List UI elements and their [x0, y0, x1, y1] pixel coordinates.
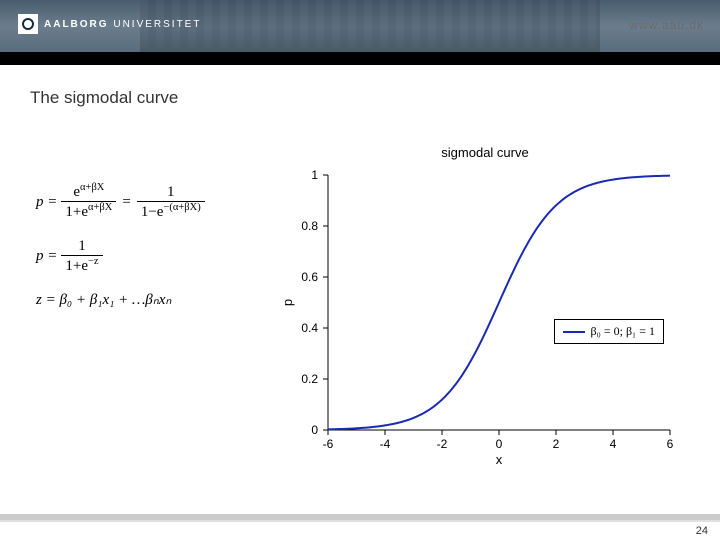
formula-block: p = eα+βX 1+eα+βX = 1 1−e−(α+βX) p = 1 1…: [36, 182, 205, 325]
page-number: 24: [696, 525, 708, 537]
logo-icon: [18, 14, 38, 34]
svg-text:0: 0: [311, 423, 318, 437]
svg-text:0.6: 0.6: [301, 270, 318, 284]
equation-2: p = 1 1+e−z: [36, 237, 205, 275]
svg-text:4: 4: [610, 437, 617, 451]
svg-text:2: 2: [553, 437, 560, 451]
slide-header: AALBORG UNIVERSITET www.aau.dk: [0, 0, 720, 65]
sigmoid-chart: sigmodal curve -6 -4 -2 0 2 4 6 0 0.2 0.4 0.6 0.8 1 x…: [280, 145, 690, 470]
svg-text:0.2: 0.2: [301, 372, 318, 386]
svg-text:0: 0: [496, 437, 503, 451]
logo-text: AALBORG UNIVERSITET: [44, 19, 201, 30]
svg-text:p: p: [280, 299, 295, 306]
chart-title: sigmodal curve: [441, 145, 528, 160]
chart-svg: -6 -4 -2 0 2 4 6 0 0.2 0.4 0.6 0.8 1 x p: [280, 165, 690, 470]
slide-title: The sigmodal curve: [30, 88, 178, 108]
legend-label: β₀ = 0; β₁ = 1: [591, 324, 655, 339]
svg-text:-6: -6: [323, 437, 334, 451]
header-divider: [0, 52, 720, 65]
header-url: www.aau.dk: [629, 18, 704, 32]
header-bg: AALBORG UNIVERSITET www.aau.dk: [0, 0, 720, 52]
svg-text:0.4: 0.4: [301, 321, 318, 335]
slide-footer: 24: [0, 520, 720, 540]
svg-text:6: 6: [667, 437, 674, 451]
svg-text:x: x: [496, 452, 503, 467]
equation-1: p = eα+βX 1+eα+βX = 1 1−e−(α+βX): [36, 182, 205, 221]
equation-3: z = β₀ + β₁x₁ + …βₙxₙ: [36, 291, 205, 309]
legend-swatch: [563, 331, 585, 333]
building-image: [140, 0, 600, 52]
svg-text:1: 1: [311, 168, 318, 182]
svg-text:0.8: 0.8: [301, 219, 318, 233]
chart-legend: β₀ = 0; β₁ = 1: [554, 319, 664, 344]
svg-text:-4: -4: [380, 437, 391, 451]
svg-text:-2: -2: [437, 437, 448, 451]
university-logo: AALBORG UNIVERSITET: [18, 14, 201, 34]
